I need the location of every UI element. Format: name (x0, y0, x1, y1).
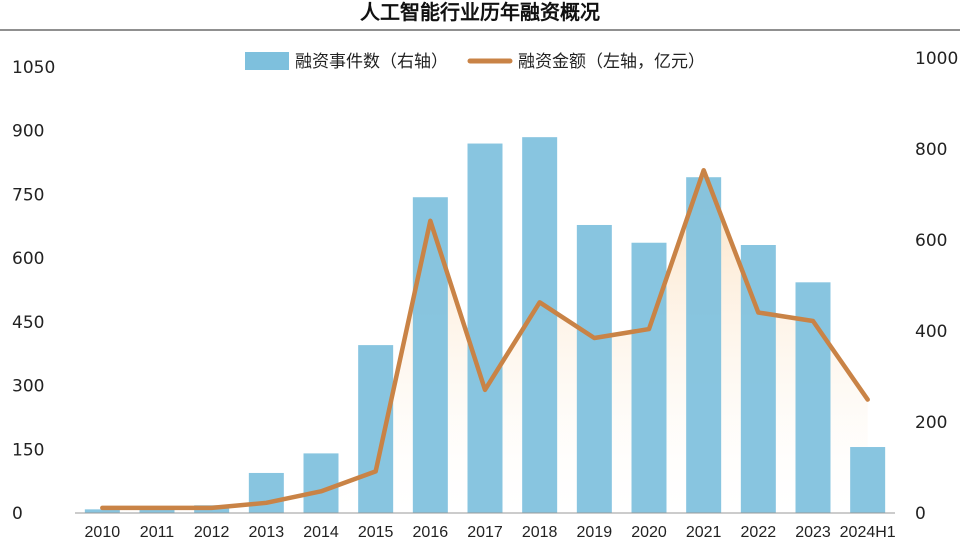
x-tick-label: 2016 (413, 524, 449, 540)
left-tick-label: 0 (12, 504, 23, 524)
legend: 融资事件数（右轴） 融资金额（左轴，亿元） (245, 52, 705, 72)
x-tick-label: 2015 (358, 524, 394, 540)
right-tick-label: 400 (915, 322, 947, 342)
left-tick-label: 750 (12, 185, 44, 205)
x-tick-label: 2023 (795, 524, 831, 540)
bar-2021 (686, 177, 722, 513)
right-tick-label: 1000 (915, 49, 958, 69)
left-tick-label: 450 (12, 313, 44, 333)
chart-title: 人工智能行业历年融资概况 (360, 0, 600, 24)
right-tick-label: 800 (915, 140, 947, 160)
left-tick-label: 150 (12, 440, 44, 460)
left-tick-label: 600 (12, 249, 44, 269)
left-tick-label: 1050 (12, 58, 55, 78)
bar-2022 (740, 245, 776, 513)
bar-2024H1 (850, 447, 886, 513)
x-tick-label: 2022 (741, 524, 777, 540)
bar-2020 (631, 242, 667, 514)
line-layer (100, 167, 870, 511)
legend-line-label: 融资金额（左轴，亿元） (518, 52, 705, 72)
x-tick-label: 2018 (522, 524, 558, 540)
x-tick-label: 2010 (85, 524, 121, 540)
x-axis-ticks: 2010 2011 2012 2013 2014 2015 2016 2017 2018 2019… (85, 524, 896, 540)
bars-layer (84, 137, 886, 514)
x-tick-label: 2019 (577, 524, 613, 540)
legend-bar-label: 融资事件数（右轴） (295, 52, 448, 72)
x-tick-label: 2024H1 (840, 524, 896, 540)
right-tick-label: 200 (915, 413, 947, 433)
left-tick-label: 900 (12, 122, 44, 142)
x-tick-label: 2021 (686, 524, 722, 540)
bar-2016 (412, 197, 448, 514)
right-tick-label: 600 (915, 231, 947, 251)
x-tick-label: 2020 (631, 524, 667, 540)
bar-2010 (84, 509, 120, 513)
left-tick-label: 300 (12, 377, 44, 397)
bar-2017 (467, 143, 503, 514)
x-tick-label: 2017 (467, 524, 503, 540)
bar-2011 (139, 507, 175, 513)
legend-bar-swatch (245, 52, 289, 70)
x-tick-label: 2013 (249, 524, 285, 540)
right-tick-label: 0 (915, 504, 926, 524)
bar-2013 (248, 472, 284, 513)
bar-2019 (576, 224, 612, 514)
x-tick-label: 2011 (140, 524, 175, 540)
bar-2014 (303, 453, 339, 513)
x-tick-label: 2012 (194, 524, 230, 540)
x-tick-label: 2014 (303, 524, 339, 540)
right-axis-ticks: 0 200 400 600 800 1000 (915, 49, 958, 524)
left-axis-ticks: 0 150 300 450 600 750 900 1050 (12, 58, 55, 524)
bar-2015 (358, 345, 394, 513)
